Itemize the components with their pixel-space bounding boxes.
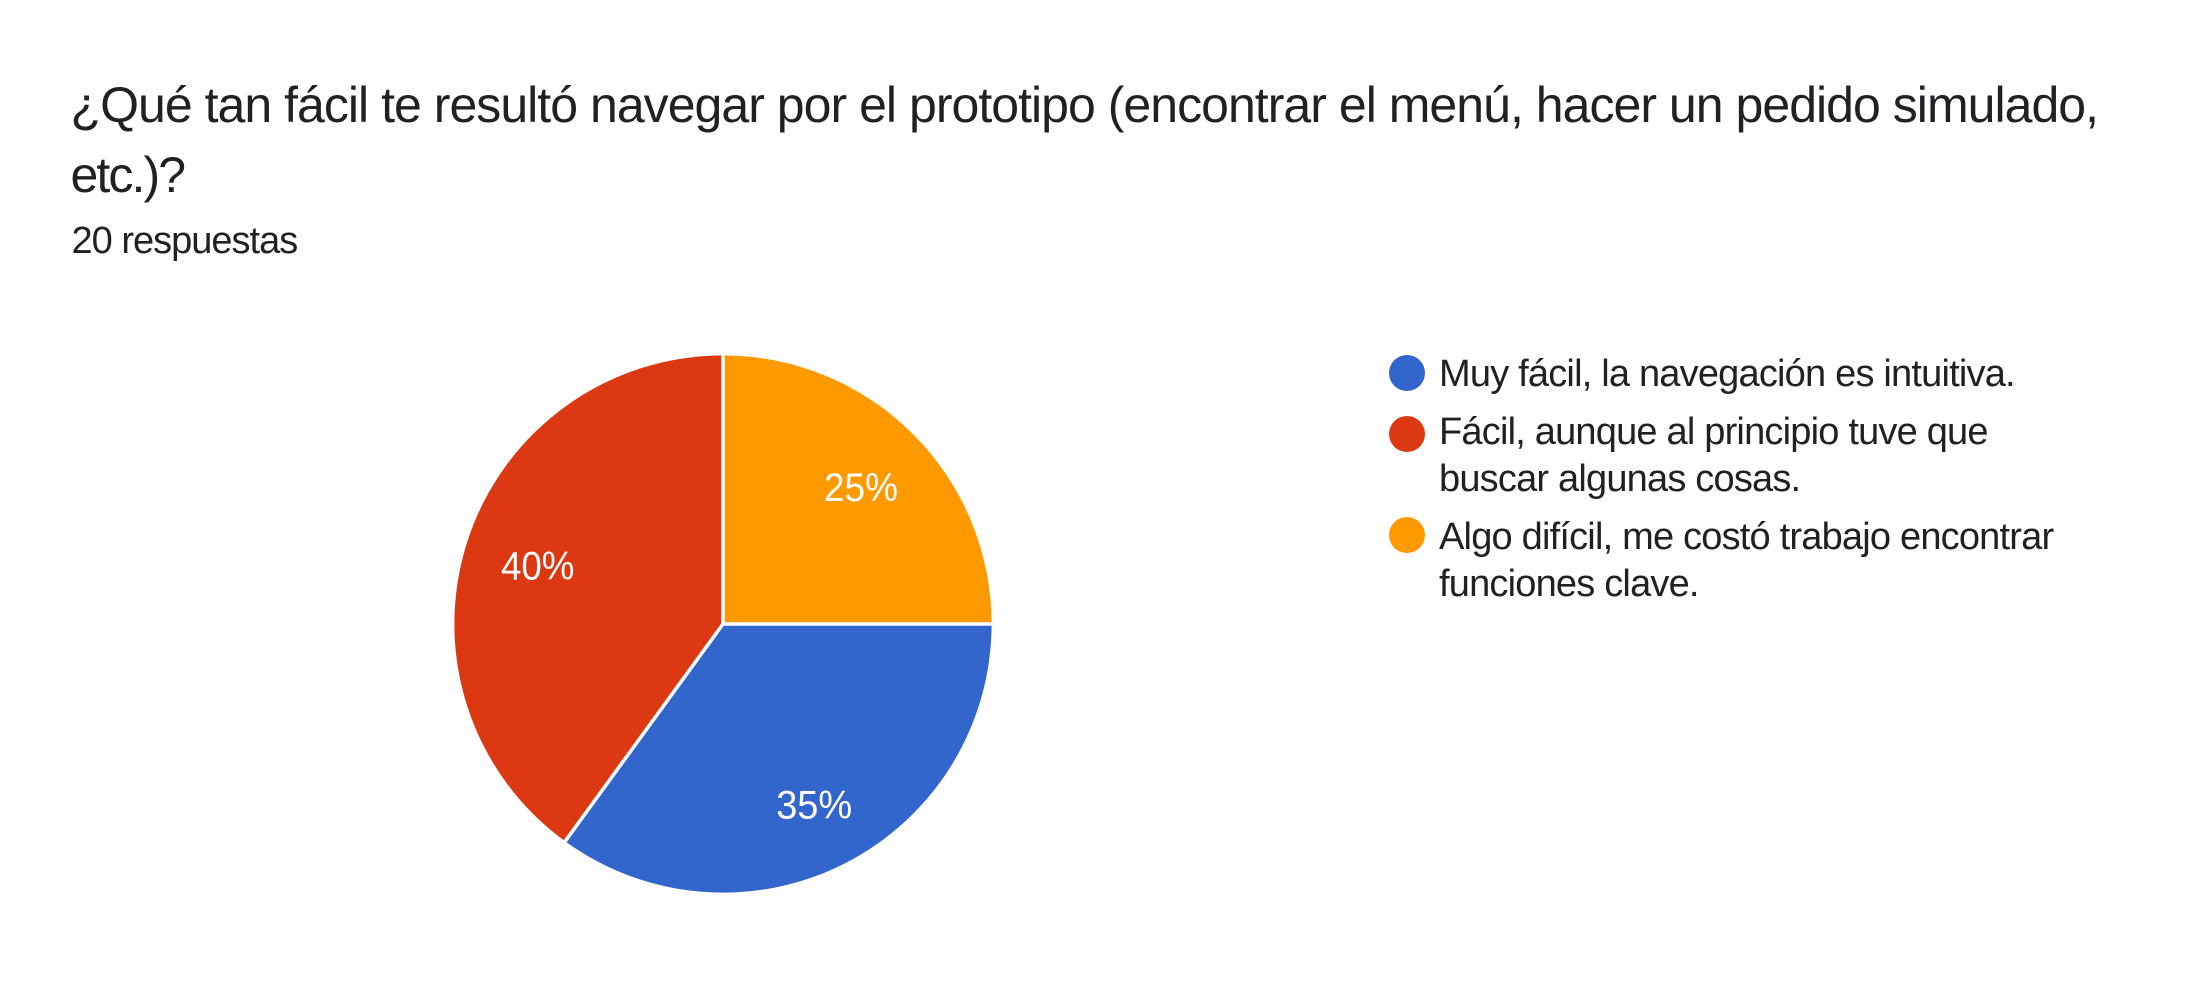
svg-text:40%: 40% xyxy=(501,545,575,589)
svg-text:35%: 35% xyxy=(776,783,852,827)
svg-text:25%: 25% xyxy=(824,466,898,510)
